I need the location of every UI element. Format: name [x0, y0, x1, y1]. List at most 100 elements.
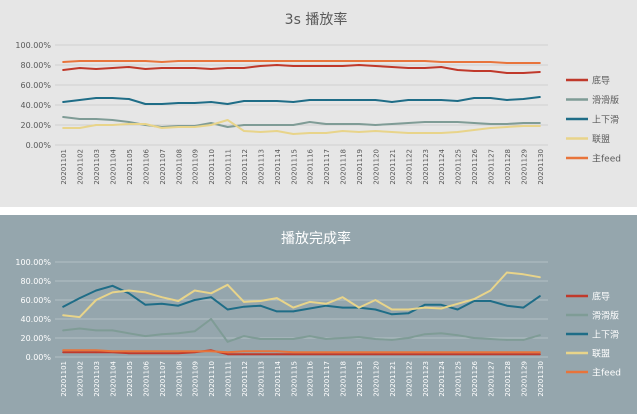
top-x-tick-label: 20201114 [274, 148, 282, 184]
top-series-3-point [95, 124, 97, 126]
top-series-2-point [95, 97, 97, 99]
top-series-2-point [243, 100, 245, 102]
top-series-1-point [391, 123, 393, 125]
top-series-4-point [259, 60, 262, 62]
top-series-0-point [144, 68, 147, 70]
top-series-3-point [489, 127, 492, 129]
bot-series-0-point [308, 353, 311, 355]
top-series-3-point [161, 127, 163, 129]
top-series-2-point [78, 99, 81, 101]
bot-series-0-point [456, 353, 459, 355]
top-series-4-point [325, 60, 327, 62]
bot-series-3-point [440, 307, 443, 310]
top-series-1-point [308, 121, 311, 123]
top-series-1-point [473, 122, 475, 124]
bot-series-2-point [292, 310, 295, 313]
top-series-2-point [456, 100, 459, 102]
bot-series-2-point [226, 308, 229, 311]
top-series-3-point [325, 132, 327, 134]
top-series-4-point [440, 61, 443, 63]
bot-y-tick-label: 40.00% [20, 315, 51, 324]
bot-series-1-point [78, 327, 81, 330]
bot-series-1-point [276, 338, 278, 340]
top-series-1-point [456, 121, 459, 123]
bot-series-4-point [193, 350, 196, 353]
top-series-1-point [341, 123, 344, 125]
bot-series-3-point [193, 289, 196, 292]
top-series-4-point [539, 62, 541, 64]
top-x-tick-label: 20201104 [110, 148, 118, 184]
bot-series-0-point [292, 353, 295, 355]
top-series-2-point [226, 103, 229, 105]
bot-series-1-point [424, 333, 426, 335]
top-y-tick-label: 40.00% [20, 101, 51, 110]
top-series-2-point [144, 103, 147, 105]
top-series-4-point [128, 60, 130, 62]
bot-series-3-point [489, 289, 492, 292]
top-series-1-point [111, 119, 114, 121]
top-x-tick-label: 20201130 [537, 149, 545, 185]
bot-series-4-point [325, 351, 327, 354]
bot-x-tick-label: 20201130 [537, 361, 545, 397]
top-series-3-point [407, 132, 410, 134]
top-series-3-point [473, 129, 475, 131]
top-series-4-point [358, 60, 360, 62]
top-series-3-point [111, 124, 114, 126]
top-series-2-point [407, 99, 410, 101]
top-series-0-point [325, 65, 327, 67]
top-legend-label: 底导 [592, 75, 610, 87]
bot-y-tick-label: 100.00% [15, 258, 51, 267]
top-y-tick-label: 100.00% [15, 41, 51, 50]
bot-series-1-point [111, 329, 114, 332]
bot-series-2-point [341, 306, 344, 309]
bot-series-2-point [308, 307, 311, 310]
bot-series-0-point [506, 353, 508, 355]
bot-series-2-point [144, 304, 147, 306]
bot-series-3-point [506, 271, 508, 274]
top-series-3-point [308, 132, 311, 134]
top-series-4-point [95, 60, 97, 62]
bot-x-tick-label: 20201110 [208, 361, 216, 397]
bot-series-2-point [193, 299, 196, 301]
top-series-0-point [391, 66, 393, 68]
top-x-tick-label: 20201124 [438, 148, 446, 184]
bot-series-3-point [259, 300, 262, 302]
bot-series-2-point [161, 303, 163, 305]
bot-series-1-point [128, 332, 130, 335]
top-series-2-point [522, 98, 525, 100]
top-x-tick-label: 20201101 [60, 149, 68, 185]
bot-series-4-point [522, 351, 525, 354]
bot-series-0-point [522, 353, 525, 355]
top-series-3-point [243, 130, 245, 132]
bot-x-tick-label: 20201112 [241, 361, 249, 397]
bot-x-tick-label: 20201103 [93, 361, 101, 397]
bot-series-1-point [259, 338, 262, 340]
bot-series-0-point [473, 353, 475, 355]
top-series-1-point [259, 124, 262, 126]
bot-x-tick-label: 20201128 [504, 361, 512, 397]
top-series-3-point [226, 119, 229, 121]
bot-series-4-point [506, 351, 508, 354]
bot-series-1-point [144, 335, 147, 337]
bot-series-4-point [128, 350, 130, 353]
top-x-tick-label: 20201103 [93, 149, 101, 185]
bot-series-2-point [259, 304, 262, 307]
bot-series-3-point [128, 289, 130, 292]
bot-x-tick-label: 20201118 [340, 361, 348, 397]
top-series-4-point [522, 62, 525, 64]
top-series-0-point [177, 67, 180, 69]
bot-x-tick-label: 20201124 [438, 360, 446, 396]
bot-series-2-point [325, 304, 327, 307]
top-series-3-point [62, 127, 64, 129]
top-series-1-point [325, 123, 327, 125]
top-series-4-point [489, 61, 492, 63]
bot-series-1-point [62, 329, 64, 332]
top-x-tick-label: 20201118 [340, 149, 348, 185]
bot-series-2-point [489, 300, 492, 302]
top-series-0-point [62, 69, 64, 71]
top-series-0-point [128, 66, 130, 68]
top-x-tick-label: 20201105 [126, 149, 134, 185]
bot-series-line-0 [62, 349, 541, 356]
bot-series-2-point [78, 297, 81, 299]
